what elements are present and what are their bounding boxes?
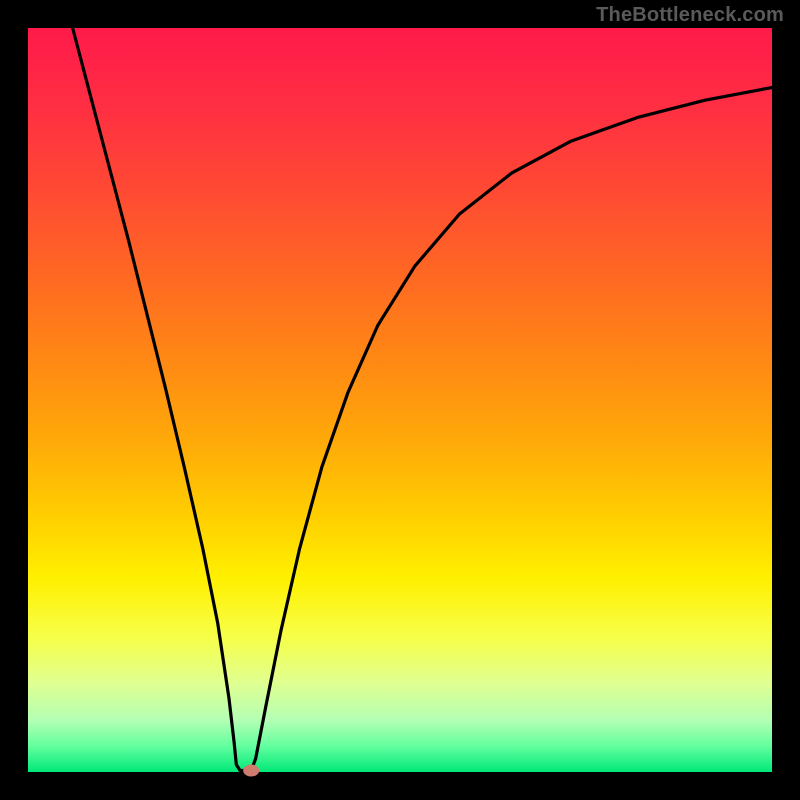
bottleneck-chart bbox=[0, 0, 800, 800]
chart-gradient-area bbox=[28, 28, 772, 772]
curve-minimum-marker bbox=[243, 765, 259, 777]
watermark-text: TheBottleneck.com bbox=[596, 4, 784, 27]
chart-stage: TheBottleneck.com bbox=[0, 0, 800, 800]
